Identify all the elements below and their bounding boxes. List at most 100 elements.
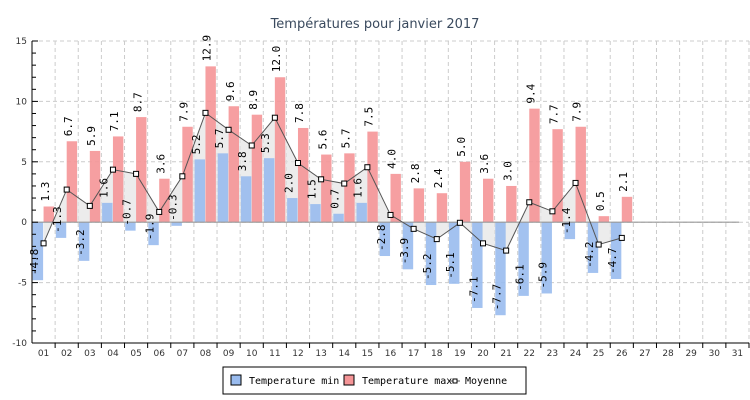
data-label: -1.4: [560, 207, 573, 234]
bar-min: [310, 204, 321, 223]
data-label: -0.3: [167, 194, 180, 221]
data-label: 0.5: [594, 191, 607, 211]
bar-min: [125, 222, 136, 231]
x-tick-label: 15: [362, 349, 373, 359]
data-label: 1.6: [97, 178, 110, 198]
y-tick-label: -10: [12, 339, 27, 349]
data-label: -5.9: [537, 262, 550, 289]
average-point: [202, 109, 209, 116]
x-tick-label: 27: [639, 349, 650, 359]
x-tick-label: 18: [431, 349, 443, 359]
bar-max: [459, 161, 471, 223]
bar-min: [171, 222, 182, 226]
bar-min: [356, 202, 367, 223]
bar-min: [564, 222, 576, 240]
bar-max: [205, 66, 216, 223]
legend-swatch-min: [230, 374, 242, 386]
data-label: -1.9: [144, 214, 157, 241]
x-tick-label: 26: [616, 349, 628, 359]
average-point: [456, 219, 463, 226]
data-label: 5.7: [213, 128, 226, 148]
average-point: [271, 114, 278, 121]
average-point: [549, 208, 556, 215]
bar-min: [287, 198, 298, 223]
data-label: 12.0: [270, 46, 283, 73]
chart-title: Températures pour janvier 2017: [270, 17, 480, 32]
data-label: -7.7: [490, 284, 503, 311]
data-label: -6.1: [514, 264, 527, 291]
data-label: -2.8: [375, 225, 388, 252]
bar-max: [483, 178, 494, 223]
legend-marker-icon: [452, 378, 458, 384]
average-point: [595, 241, 602, 248]
bar-max: [552, 129, 563, 223]
data-label: 7.5: [363, 107, 376, 127]
legend: Temperature min Temperature max Moyenne: [222, 366, 527, 395]
average-point: [40, 240, 47, 247]
y-tick-label: -5: [18, 279, 27, 289]
data-label: 1.6: [352, 178, 365, 198]
bar-max: [413, 188, 425, 223]
x-tick-label: 24: [570, 349, 582, 359]
bar-max: [136, 117, 147, 223]
legend-swatch-max: [343, 374, 355, 386]
average-point: [618, 234, 625, 241]
data-label: 5.2: [190, 135, 203, 155]
average-point: [63, 186, 70, 193]
bar-max: [89, 150, 101, 223]
data-label: -4.7: [606, 247, 619, 274]
x-tick-label: 31: [732, 349, 743, 359]
x-tick-label: 29: [685, 349, 697, 359]
y-tick-label: 5: [21, 158, 27, 168]
data-label: 7.9: [571, 102, 584, 122]
average-point: [109, 166, 116, 173]
data-label: 8.9: [247, 90, 260, 110]
data-label: 6.7: [62, 116, 75, 136]
x-tick-label: 07: [177, 349, 188, 359]
bar-min: [518, 222, 529, 296]
data-label: 1.3: [39, 182, 52, 202]
x-tick-label: 02: [61, 349, 72, 359]
bar-min: [78, 222, 90, 261]
x-tick-label: 04: [107, 349, 119, 359]
x-tick-label: 03: [84, 349, 95, 359]
data-label: -7.1: [467, 276, 480, 303]
bar-min: [402, 222, 414, 270]
data-label: 12.9: [201, 35, 214, 62]
data-label: 2.0: [282, 173, 295, 193]
data-label: 4.0: [386, 149, 399, 169]
bar-max: [251, 114, 263, 223]
bar-min: [217, 153, 229, 223]
data-label: 5.6: [316, 130, 329, 150]
bar-min: [610, 222, 622, 279]
x-tick-label: 25: [593, 349, 604, 359]
data-label: -5.1: [444, 252, 457, 279]
average-point: [294, 160, 301, 167]
bar-max: [112, 136, 124, 223]
x-tick-label: 21: [500, 349, 511, 359]
average-line: [40, 109, 625, 254]
x-tick-label: 14: [339, 349, 351, 359]
legend-label-avg: Moyenne: [465, 376, 507, 387]
x-tick-label: 19: [454, 349, 466, 359]
data-label: 2.8: [409, 164, 422, 184]
bar-max: [436, 193, 448, 223]
legend-box: [222, 366, 527, 395]
x-tick-label: 16: [385, 349, 397, 359]
average-polyline: [43, 112, 622, 252]
bar-min: [194, 159, 206, 223]
bar-max: [344, 153, 355, 223]
bar-max: [182, 126, 193, 223]
data-label: -1.3: [51, 206, 64, 233]
data-label: 5.3: [259, 133, 272, 153]
average-point: [341, 180, 348, 187]
x-tick-label: 22: [524, 349, 535, 359]
data-label: 7.8: [293, 103, 306, 123]
x-tick-label: 05: [130, 349, 141, 359]
average-point: [248, 142, 255, 149]
bar-max: [297, 127, 309, 223]
bars: [32, 66, 633, 316]
data-label: -3.2: [74, 229, 87, 256]
average-point: [503, 247, 510, 254]
